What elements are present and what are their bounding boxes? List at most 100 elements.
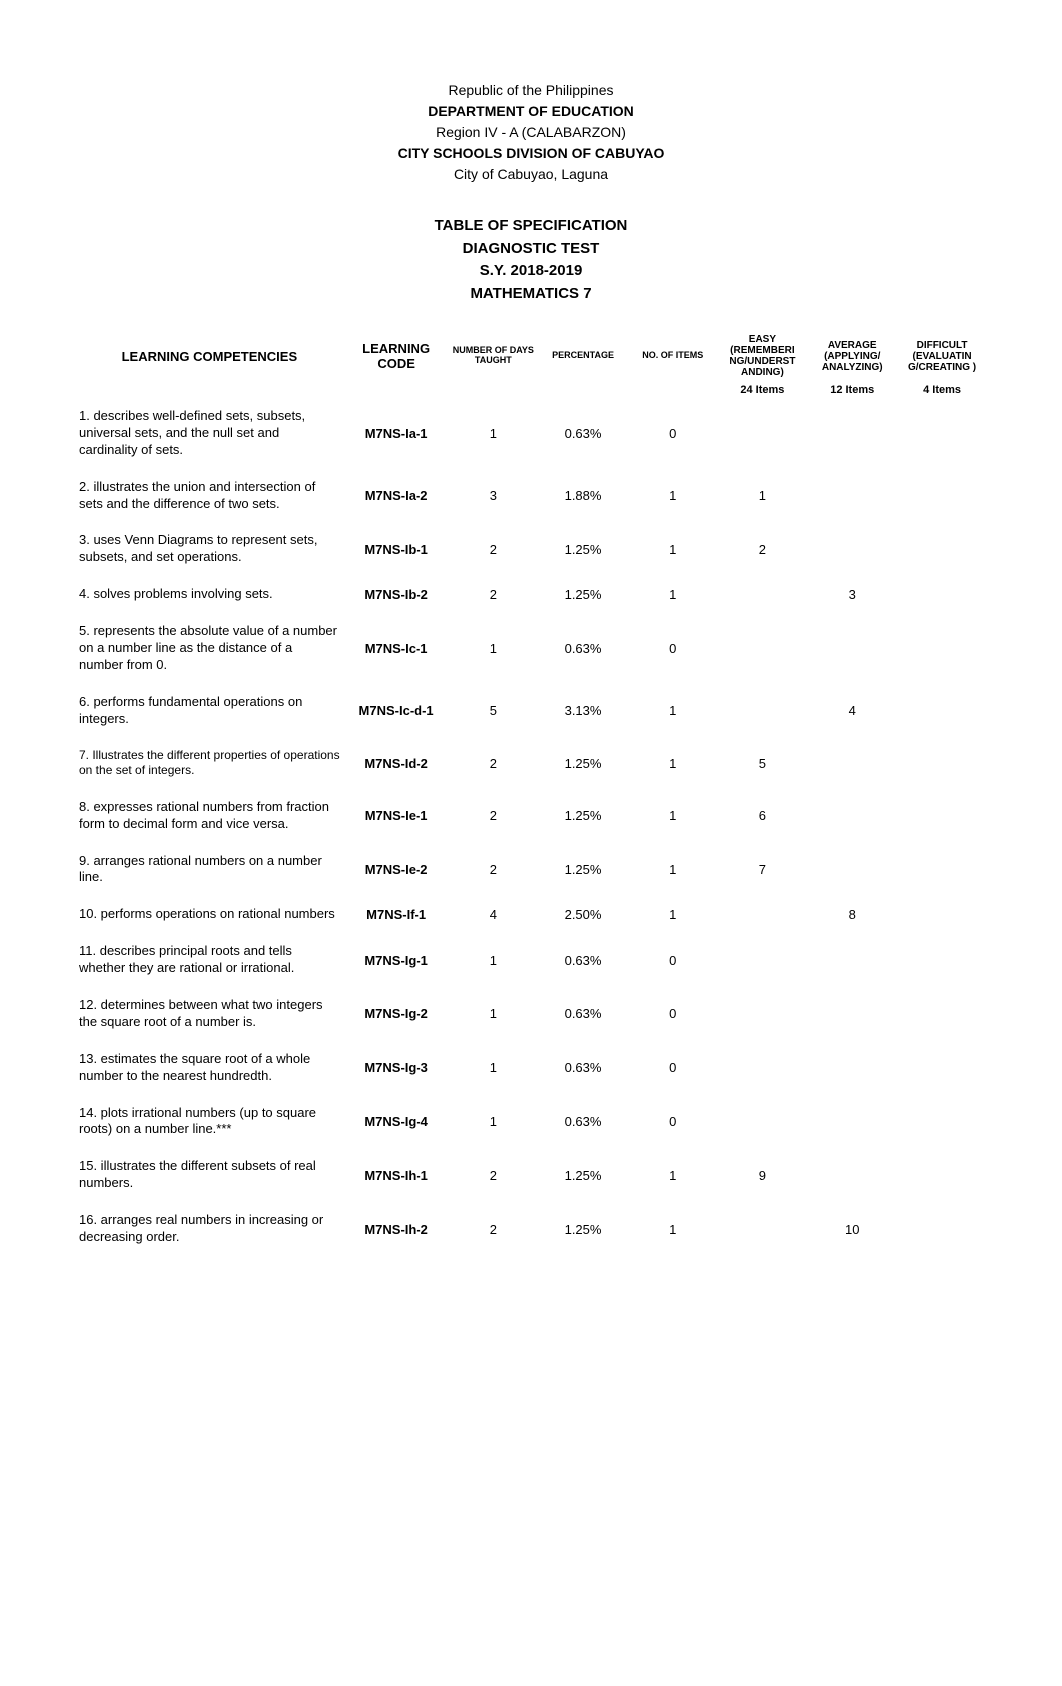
table-row: 8. expresses rational numbers from fract… bbox=[75, 789, 987, 843]
col-header-days: NUMBER OF DAYS TAUGHT bbox=[448, 330, 538, 382]
table-row: 7. Illustrates the different properties … bbox=[75, 738, 987, 789]
days-cell: 1 bbox=[448, 933, 538, 987]
code-cell: M7NS-Ie-1 bbox=[344, 789, 449, 843]
days-cell: 5 bbox=[448, 684, 538, 738]
easy-cell: 7 bbox=[717, 843, 807, 897]
title-line-1: TABLE OF SPECIFICATION bbox=[75, 215, 987, 238]
code-cell: M7NS-If-1 bbox=[344, 896, 449, 933]
table-row: 9. arranges rational numbers on a number… bbox=[75, 843, 987, 897]
diff-cell bbox=[897, 576, 987, 613]
avg-cell bbox=[807, 613, 897, 684]
pct-cell: 1.88% bbox=[538, 469, 628, 523]
pct-cell: 0.63% bbox=[538, 987, 628, 1041]
diff-cell bbox=[897, 1095, 987, 1149]
document-header: Republic of the Philippines DEPARTMENT O… bbox=[75, 80, 987, 185]
title-line-4: MATHEMATICS 7 bbox=[75, 283, 987, 306]
code-cell: M7NS-Ia-2 bbox=[344, 469, 449, 523]
table-header-row: LEARNING COMPETENCIES LEARNING CODE NUMB… bbox=[75, 330, 987, 382]
easy-cell bbox=[717, 987, 807, 1041]
code-cell: M7NS-Ih-1 bbox=[344, 1148, 449, 1202]
code-cell: M7NS-Ie-2 bbox=[344, 843, 449, 897]
competency-cell: 13. estimates the square root of a whole… bbox=[75, 1041, 344, 1095]
header-region: Region IV - A (CALABARZON) bbox=[75, 122, 987, 143]
pct-cell: 1.25% bbox=[538, 522, 628, 576]
code-cell: M7NS-Ic-d-1 bbox=[344, 684, 449, 738]
table-row: 11. describes principal roots and tells … bbox=[75, 933, 987, 987]
code-cell: M7NS-Ig-2 bbox=[344, 987, 449, 1041]
table-row: 1. describes well-defined sets, subsets,… bbox=[75, 398, 987, 469]
competency-cell: 1. describes well-defined sets, subsets,… bbox=[75, 398, 344, 469]
competency-cell: 12. determines between what two integers… bbox=[75, 987, 344, 1041]
diff-cell bbox=[897, 1041, 987, 1095]
days-cell: 1 bbox=[448, 987, 538, 1041]
table-row: 3. uses Venn Diagrams to represent sets,… bbox=[75, 522, 987, 576]
easy-cell: 9 bbox=[717, 1148, 807, 1202]
competency-cell: 8. expresses rational numbers from fract… bbox=[75, 789, 344, 843]
days-cell: 1 bbox=[448, 1095, 538, 1149]
competency-cell: 16. arranges real numbers in increasing … bbox=[75, 1202, 344, 1256]
title-line-2: DIAGNOSTIC TEST bbox=[75, 238, 987, 261]
table-row: 6. performs fundamental operations on in… bbox=[75, 684, 987, 738]
average-items-count: 12 Items bbox=[807, 382, 897, 398]
pct-cell: 0.63% bbox=[538, 398, 628, 469]
competency-cell: 4. solves problems involving sets. bbox=[75, 576, 344, 613]
table-row: 13. estimates the square root of a whole… bbox=[75, 1041, 987, 1095]
avg-cell bbox=[807, 738, 897, 789]
items-cell: 0 bbox=[628, 398, 718, 469]
easy-cell bbox=[717, 576, 807, 613]
pct-cell: 1.25% bbox=[538, 1202, 628, 1256]
diff-cell bbox=[897, 896, 987, 933]
easy-cell bbox=[717, 684, 807, 738]
diff-cell bbox=[897, 843, 987, 897]
col-header-items: NO. OF ITEMS bbox=[628, 330, 718, 382]
avg-cell bbox=[807, 987, 897, 1041]
specification-table: LEARNING COMPETENCIES LEARNING CODE NUMB… bbox=[75, 330, 987, 1256]
items-count-row: 24 Items 12 Items 4 Items bbox=[75, 382, 987, 398]
diff-cell bbox=[897, 398, 987, 469]
diff-cell bbox=[897, 1148, 987, 1202]
items-cell: 1 bbox=[628, 789, 718, 843]
avg-cell bbox=[807, 1148, 897, 1202]
days-cell: 1 bbox=[448, 398, 538, 469]
code-cell: M7NS-Ig-4 bbox=[344, 1095, 449, 1149]
code-cell: M7NS-Id-2 bbox=[344, 738, 449, 789]
days-cell: 1 bbox=[448, 1041, 538, 1095]
pct-cell: 0.63% bbox=[538, 1095, 628, 1149]
easy-cell bbox=[717, 398, 807, 469]
table-row: 16. arranges real numbers in increasing … bbox=[75, 1202, 987, 1256]
pct-cell: 0.63% bbox=[538, 1041, 628, 1095]
pct-cell: 1.25% bbox=[538, 1148, 628, 1202]
diff-cell bbox=[897, 987, 987, 1041]
days-cell: 2 bbox=[448, 522, 538, 576]
pct-cell: 1.25% bbox=[538, 738, 628, 789]
code-cell: M7NS-Ih-2 bbox=[344, 1202, 449, 1256]
items-cell: 0 bbox=[628, 933, 718, 987]
avg-cell bbox=[807, 789, 897, 843]
table-row: 10. performs operations on rational numb… bbox=[75, 896, 987, 933]
items-cell: 1 bbox=[628, 1148, 718, 1202]
diff-cell bbox=[897, 613, 987, 684]
easy-cell: 6 bbox=[717, 789, 807, 843]
easy-cell: 2 bbox=[717, 522, 807, 576]
diff-cell bbox=[897, 522, 987, 576]
pct-cell: 1.25% bbox=[538, 789, 628, 843]
col-header-percentage: PERCENTAGE bbox=[538, 330, 628, 382]
items-cell: 1 bbox=[628, 843, 718, 897]
code-cell: M7NS-Ig-3 bbox=[344, 1041, 449, 1095]
avg-cell: 3 bbox=[807, 576, 897, 613]
easy-cell bbox=[717, 613, 807, 684]
items-cell: 0 bbox=[628, 1041, 718, 1095]
competency-cell: 9. arranges rational numbers on a number… bbox=[75, 843, 344, 897]
pct-cell: 1.25% bbox=[538, 843, 628, 897]
table-row: 12. determines between what two integers… bbox=[75, 987, 987, 1041]
document-title: TABLE OF SPECIFICATION DIAGNOSTIC TEST S… bbox=[75, 215, 987, 305]
header-country: Republic of the Philippines bbox=[75, 80, 987, 101]
days-cell: 2 bbox=[448, 1202, 538, 1256]
table-row: 2. illustrates the union and intersectio… bbox=[75, 469, 987, 523]
col-header-difficult: DIFFICULT (EVALUATIN G/CREATING ) bbox=[897, 330, 987, 382]
competency-cell: 10. performs operations on rational numb… bbox=[75, 896, 344, 933]
table-row: 4. solves problems involving sets.M7NS-I… bbox=[75, 576, 987, 613]
title-line-3: S.Y. 2018-2019 bbox=[75, 260, 987, 283]
pct-cell: 0.63% bbox=[538, 933, 628, 987]
competency-cell: 7. Illustrates the different properties … bbox=[75, 738, 344, 789]
